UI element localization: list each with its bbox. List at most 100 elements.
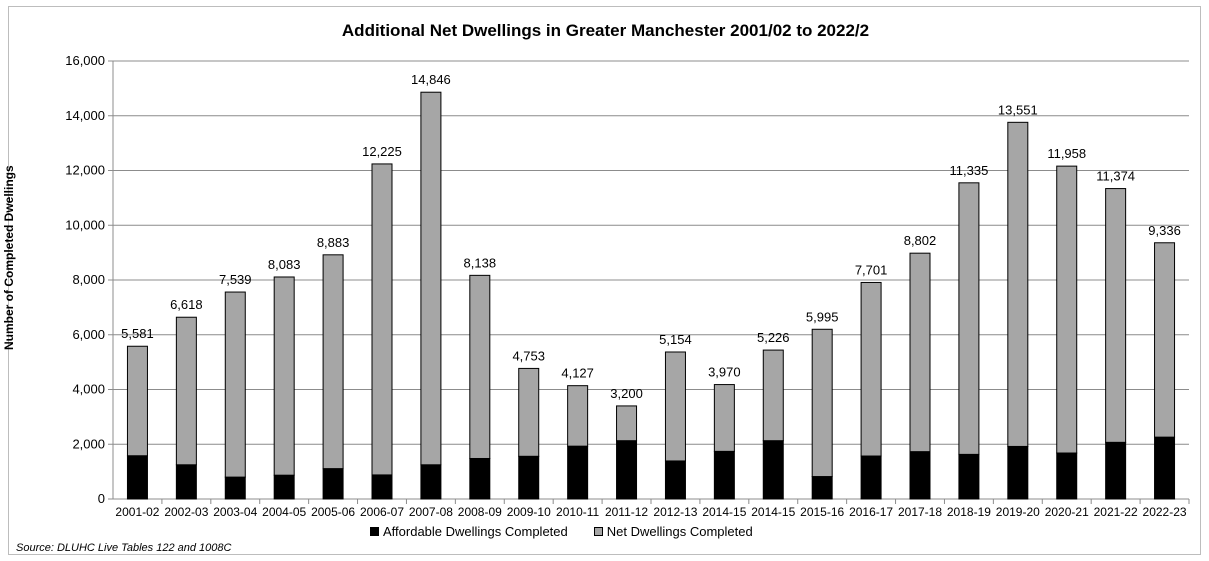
bar-affordable xyxy=(762,440,784,500)
bar-affordable xyxy=(224,476,246,500)
x-tick-label: 2021-22 xyxy=(1094,505,1138,519)
x-tick-label: 2014-15 xyxy=(751,505,795,519)
bar-net xyxy=(273,276,295,476)
y-axis-label: Number of Completed Dwellings xyxy=(2,165,16,350)
y-tick-label: 14,000 xyxy=(65,108,105,123)
data-label-total: 8,802 xyxy=(904,233,937,248)
legend-item-net: Net Dwellings Completed xyxy=(593,524,753,539)
bar-affordable xyxy=(469,457,491,500)
data-label-total: 5,995 xyxy=(806,309,839,324)
x-tick-label: 2011-12 xyxy=(605,505,648,519)
data-label-total: 4,127 xyxy=(561,366,594,381)
x-tick-label: 2012-13 xyxy=(653,505,697,519)
bar-affordable xyxy=(322,468,344,500)
bar-affordable xyxy=(860,455,882,500)
legend: Affordable Dwellings Completed Net Dwell… xyxy=(370,524,753,539)
data-label-total: 11,958 xyxy=(1047,146,1086,161)
legend-swatch-affordable xyxy=(370,527,379,536)
data-label-total: 4,753 xyxy=(512,348,545,363)
data-label-total: 5,154 xyxy=(659,332,692,347)
bar-net xyxy=(469,274,491,459)
bar-net xyxy=(420,91,442,466)
bar-net xyxy=(762,349,784,442)
bar-affordable xyxy=(273,474,295,500)
source-note: Source: DLUHC Live Tables 122 and 1008C xyxy=(16,542,232,554)
data-label-total: 7,539 xyxy=(219,272,252,287)
bar-affordable xyxy=(616,440,638,500)
bar-net xyxy=(713,384,735,452)
legend-label-net: Net Dwellings Completed xyxy=(606,524,753,539)
data-label-total: 5,226 xyxy=(757,330,790,345)
bar-net xyxy=(860,281,882,457)
bar-affordable xyxy=(664,460,686,500)
bar-net xyxy=(224,291,246,478)
bar-affordable xyxy=(126,455,148,500)
data-label-total: 5,581 xyxy=(121,326,154,341)
bar-net xyxy=(322,254,344,470)
x-tick-label: 2008-09 xyxy=(458,505,502,519)
data-label-total: 8,083 xyxy=(268,257,301,272)
bar-affordable xyxy=(1007,445,1029,500)
y-tick-label: 16,000 xyxy=(65,53,105,68)
bar-net xyxy=(1154,242,1176,438)
y-tick-label: 12,000 xyxy=(65,163,105,178)
data-label-total: 7,701 xyxy=(855,262,888,277)
bar-net xyxy=(664,351,686,462)
x-tick-label: 2007-08 xyxy=(409,505,453,519)
bar-affordable xyxy=(1105,441,1127,500)
y-tick-label: 0 xyxy=(98,491,105,506)
x-tick-label: 2017-18 xyxy=(898,505,942,519)
y-tick-label: 4,000 xyxy=(72,382,105,397)
bar-affordable xyxy=(567,445,589,500)
bar-affordable xyxy=(1056,452,1078,500)
data-label-total: 8,138 xyxy=(464,255,497,270)
data-label-total: 8,883 xyxy=(317,235,350,250)
chart-title: Additional Net Dwellings in Greater Manc… xyxy=(341,21,870,40)
bar-net xyxy=(1007,121,1029,447)
bar-net xyxy=(1105,188,1127,443)
bar-affordable xyxy=(958,453,980,500)
x-tick-label: 2005-06 xyxy=(311,505,355,519)
x-tick-label: 2006-07 xyxy=(360,505,404,519)
bar-net xyxy=(567,385,589,447)
x-tick-label: 2004-05 xyxy=(262,505,306,519)
bar-affordable xyxy=(175,464,197,500)
data-label-total: 3,200 xyxy=(610,386,643,401)
x-tick-label: 2014-15 xyxy=(702,505,746,519)
bar-affordable xyxy=(713,450,735,500)
x-tick-label: 2002-03 xyxy=(164,505,208,519)
bar-affordable xyxy=(909,451,931,500)
y-tick-label: 8,000 xyxy=(72,272,105,287)
bar-affordable xyxy=(420,464,442,500)
x-tick-label: 2001-02 xyxy=(115,505,159,519)
legend-swatch-net xyxy=(593,527,603,536)
data-label-total: 9,336 xyxy=(1148,223,1181,238)
bar-net xyxy=(126,345,148,457)
x-tick-label: 2009-10 xyxy=(507,505,551,519)
bar-affordable xyxy=(1154,436,1176,500)
x-tick-label: 2015-16 xyxy=(800,505,844,519)
data-label-total: 13,551 xyxy=(998,102,1038,117)
data-label-total: 11,374 xyxy=(1096,169,1135,184)
x-tick-label: 2020-21 xyxy=(1045,505,1089,519)
legend-item-affordable: Affordable Dwellings Completed xyxy=(370,524,568,539)
data-label-total: 3,970 xyxy=(708,365,741,380)
bar-net xyxy=(958,182,980,455)
bar-net xyxy=(909,252,931,453)
y-tick-label: 10,000 xyxy=(65,217,105,232)
x-tick-label: 2022-23 xyxy=(1143,505,1187,519)
bar-affordable xyxy=(371,474,393,500)
y-tick-label: 2,000 xyxy=(72,436,105,451)
x-tick-label: 2016-17 xyxy=(849,505,893,519)
bar-net xyxy=(371,163,393,476)
bar-net xyxy=(518,367,540,457)
x-tick-label: 2019-20 xyxy=(996,505,1040,519)
data-label-total: 6,618 xyxy=(170,297,203,312)
bar-net xyxy=(811,328,833,478)
bar-affordable xyxy=(518,455,540,500)
data-label-total: 14,846 xyxy=(411,72,451,87)
bar-net xyxy=(1056,165,1078,454)
y-tick-label: 6,000 xyxy=(72,327,105,342)
legend-label-affordable: Affordable Dwellings Completed xyxy=(383,524,568,539)
